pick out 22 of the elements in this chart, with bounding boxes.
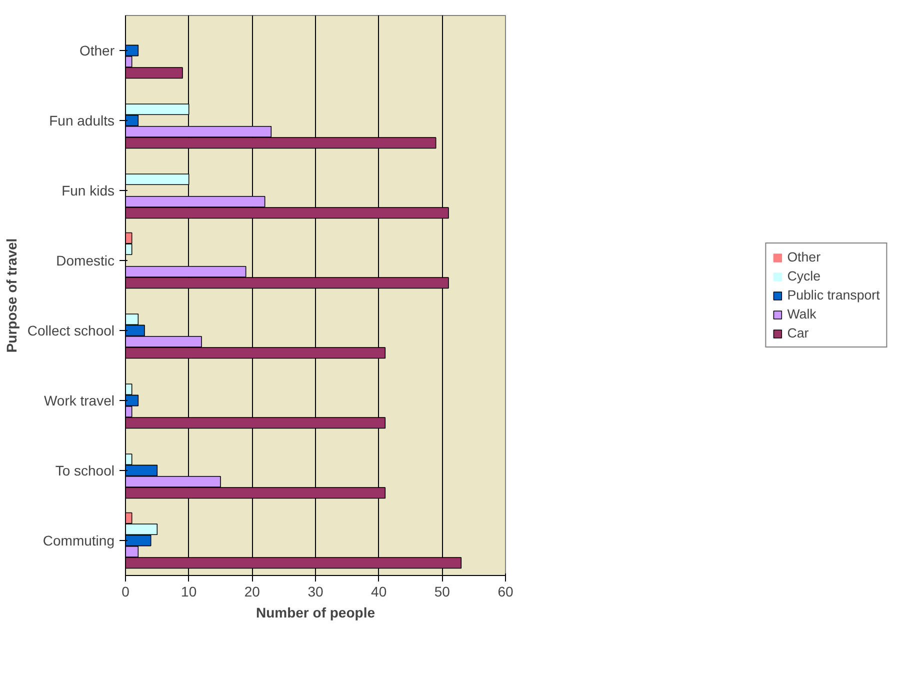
legend-label: Car [787,326,809,340]
y-tick-label: Domestic [56,252,115,268]
x-axis-title: Number of people [256,604,376,620]
x-tick-label: 30 [308,584,324,600]
legend-label: Other [787,250,821,264]
x-tick-label: 10 [181,584,197,600]
y-tick-label: Fun kids [62,182,115,198]
y-tick-label: Commuting [42,532,115,548]
x-tick-label: 50 [434,584,450,600]
y-axis-title: Purpose of travel [3,238,20,353]
legend-label: Public transport [787,288,880,302]
x-tick-label: 60 [498,584,514,600]
y-tick-label: Collect school [27,322,115,338]
y-tick-label: Fun adults [49,112,115,128]
x-tick-label: 20 [244,584,260,600]
legend-label: Walk [787,306,816,322]
legend-label: Cycle [787,268,821,284]
y-tick-label: Other [79,42,115,58]
y-tick-label: To school [55,462,115,478]
x-tick-label: 0 [122,584,130,600]
y-tick-label: Work travel [44,392,115,408]
x-tick-label: 40 [371,584,387,600]
